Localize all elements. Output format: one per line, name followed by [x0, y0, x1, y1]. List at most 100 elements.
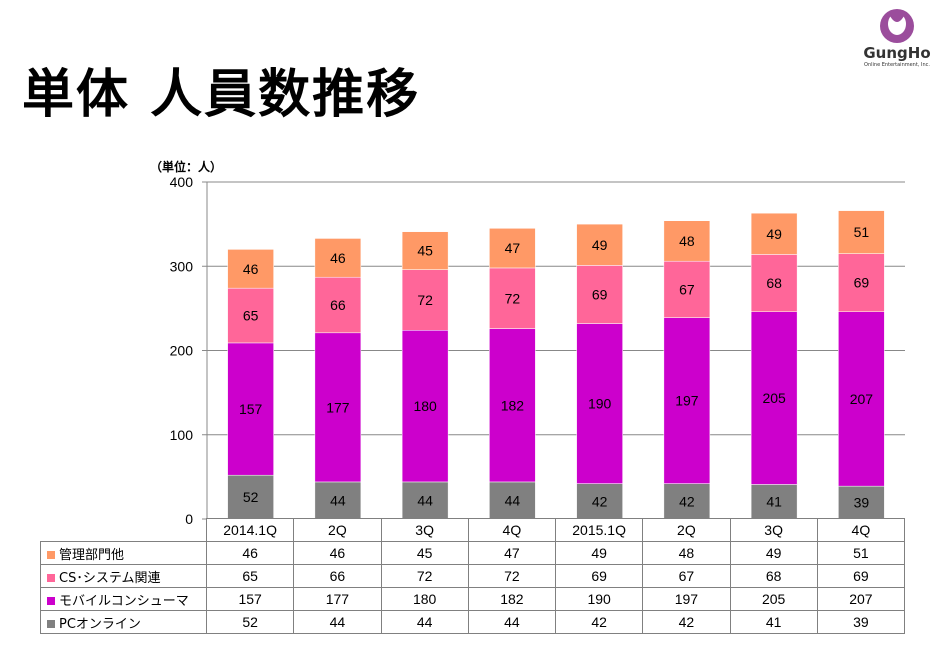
bar-data-label: 69 [854, 275, 870, 291]
bar-segment [401, 231, 449, 270]
data-table: 2014.1Q 2Q 3Q 4Q 2015.1Q 2Q 3Q 4Q 管理部門他 46 46 45 47… [40, 518, 906, 634]
bar-segment [576, 223, 623, 266]
table-cell: 42 [554, 610, 644, 634]
bar-segment [663, 483, 711, 520]
table-cell: 177 [293, 587, 382, 611]
table-row: CS･システム関連 65 66 72 72 69 67 68 69 [40, 564, 906, 588]
bar-segment [750, 254, 798, 312]
table-cell: 67 [642, 564, 731, 588]
bar-data-label: 41 [766, 494, 782, 510]
logo-subtitle: Online Entertainment, Inc. [864, 62, 930, 68]
table-category-header: 2Q [293, 518, 382, 542]
bar-data-label: 42 [592, 493, 608, 509]
unit-label: （単位：人） [150, 160, 223, 174]
bar-data-label: 197 [675, 393, 699, 409]
bar-segment [227, 287, 274, 344]
y-tick-label: 400 [170, 174, 194, 190]
bar-segment [489, 228, 536, 269]
bar-segment [576, 483, 623, 520]
bar-segment [401, 269, 449, 331]
table-cell: 205 [729, 587, 818, 611]
table-row: モバイルコンシューマ 157 177 180 182 190 197 205 207 [40, 587, 906, 611]
table-cell: 207 [816, 587, 906, 611]
table-category-header: 2Q [642, 518, 731, 542]
table-row: PCオンライン 52 44 44 44 42 42 41 39 [40, 610, 906, 634]
bar-data-label: 48 [679, 233, 695, 249]
table-cell: 190 [554, 587, 644, 611]
table-category-header: 3Q [729, 518, 818, 542]
table-cell: 52 [205, 610, 295, 634]
bar-data-label: 47 [505, 240, 521, 256]
legend-swatch [47, 551, 55, 559]
bar-data-label: 207 [850, 391, 874, 407]
bar-segment [314, 276, 362, 334]
legend-entry: PCオンライン [40, 610, 207, 634]
company-logo: GungHo Online Entertainment, Inc. [860, 4, 934, 68]
bar-segment [838, 311, 885, 487]
bar-segment [576, 265, 623, 324]
table-category-header: 4Q [816, 518, 906, 542]
bar-segment [314, 238, 362, 278]
table-cell: 51 [816, 541, 906, 565]
bar-segment [401, 330, 449, 483]
bar-segment [663, 260, 711, 318]
legend-label: PCオンライン [59, 616, 141, 632]
bar-data-label: 72 [505, 290, 521, 306]
bar-data-label: 69 [592, 286, 608, 302]
bar-segment [489, 267, 536, 329]
table-cell: 44 [293, 610, 382, 634]
table-cell: 45 [380, 541, 469, 565]
y-tick-label: 300 [170, 258, 194, 274]
bar-data-label: 190 [588, 396, 612, 412]
bar-data-label: 44 [417, 492, 433, 508]
table-cell: 46 [293, 541, 382, 565]
bar-data-label: 52 [243, 489, 259, 505]
table-cell: 49 [729, 541, 818, 565]
legend-label: 管理部門他 [59, 547, 125, 563]
table-cell: 46 [205, 541, 295, 565]
bar-data-label: 68 [766, 275, 782, 291]
bar-segment [314, 481, 362, 520]
bar-segment [227, 474, 274, 520]
bar-segment [401, 481, 449, 520]
table-cell: 39 [816, 610, 906, 634]
table-cell: 65 [205, 564, 295, 588]
bar-segment [227, 342, 274, 476]
table-cell: 49 [554, 541, 644, 565]
table-cell: 68 [729, 564, 818, 588]
legend-label: CS･システム関連 [59, 570, 161, 586]
logo-mark-icon [880, 9, 914, 43]
legend-entry: CS･システム関連 [40, 564, 207, 588]
bar-segment [838, 485, 885, 520]
table-category-header: 2014.1Q [205, 518, 295, 542]
bar-data-label: 44 [505, 492, 521, 508]
table-category-header: 4Q [467, 518, 557, 542]
table-cell: 69 [554, 564, 644, 588]
bar-data-label: 182 [501, 397, 525, 413]
bar-data-label: 45 [417, 243, 433, 259]
bar-segment [663, 220, 711, 262]
table-cell: 69 [816, 564, 906, 588]
bar-segment [838, 253, 885, 312]
table-cell: 72 [380, 564, 469, 588]
table-cell: 72 [467, 564, 557, 588]
legend-swatch [47, 597, 55, 605]
bar-data-label: 177 [326, 399, 350, 415]
legend-swatch [47, 620, 55, 628]
bar-data-label: 51 [854, 224, 870, 240]
bar-segment [227, 249, 274, 289]
bar-segment [489, 328, 536, 483]
bar-data-label: 67 [679, 281, 695, 297]
table-cell: 42 [642, 610, 731, 634]
table-cell: 157 [205, 587, 295, 611]
bar-data-label: 46 [243, 261, 259, 277]
bar-data-label: 44 [330, 492, 346, 508]
y-tick-label: 0 [185, 511, 193, 527]
table-cell: 66 [293, 564, 382, 588]
legend-entry: 管理部門他 [40, 541, 207, 565]
y-tick-label: 100 [170, 427, 194, 443]
bar-segment [576, 323, 623, 484]
table-cell: 44 [467, 610, 557, 634]
table-cell: 182 [467, 587, 557, 611]
